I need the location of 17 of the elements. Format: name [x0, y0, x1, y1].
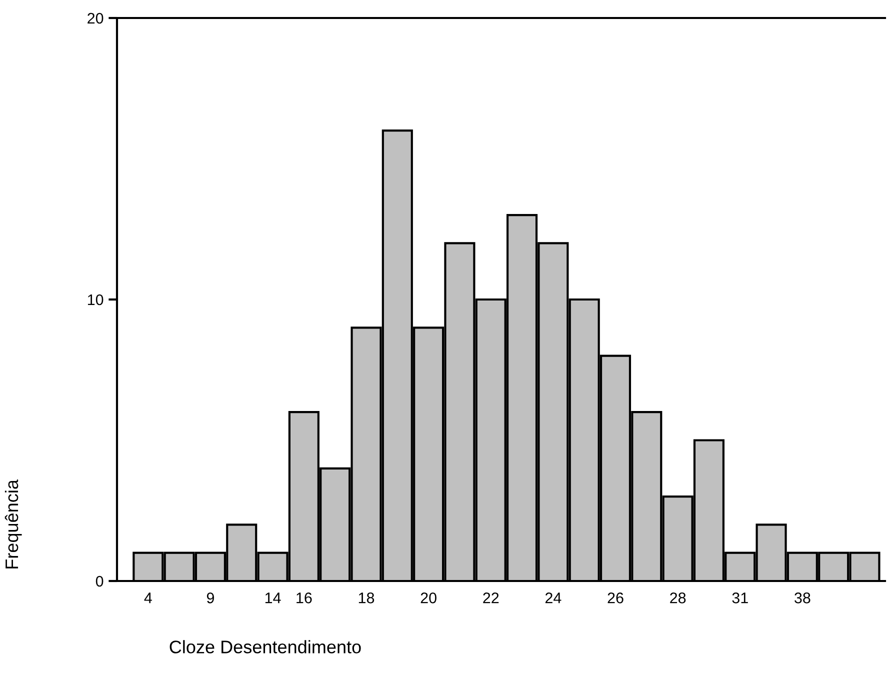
x-tick-label: 20: [420, 592, 436, 604]
x-tick-label: 9: [206, 592, 214, 604]
y-axis-title: Frequência: [4, 480, 22, 568]
x-tick-label: 24: [545, 592, 562, 604]
x-tick-label: 4: [144, 592, 152, 604]
x-tick-label: 38: [794, 592, 810, 604]
x-tick-label: 18: [358, 592, 374, 604]
y-tick-label: 0: [96, 576, 104, 587]
x-tick-label: 14: [265, 592, 281, 604]
y-tick-label: 20: [88, 12, 104, 24]
y-tick-label: 10: [88, 294, 104, 306]
x-tick-label: 31: [732, 592, 748, 604]
x-tick-label: 16: [296, 592, 312, 604]
x-axis-title: Cloze Desentendimento: [170, 640, 361, 654]
x-tick-label: 26: [608, 592, 624, 604]
x-tick-label: 22: [483, 592, 499, 604]
x-tick-label: 28: [670, 592, 686, 604]
